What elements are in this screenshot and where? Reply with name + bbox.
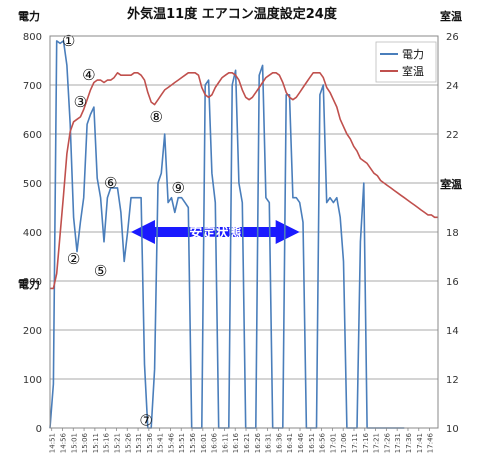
x-tick-label: 17:41 [416,433,424,453]
x-tick-label: 16:06 [211,432,219,453]
x-tick-label: 16:36 [275,432,283,453]
x-tick-label: 16:31 [265,433,273,453]
annotation-marker: ⑥ [104,174,117,192]
y-left-tick-label: 600 [23,130,42,141]
x-tick-label: 17:11 [351,433,359,453]
y-right-tick-label: 20 [446,179,459,190]
x-tick-label: 16:26 [254,432,262,453]
annotation-markers: ① ② ③ ④ ⑤ ⑥ ⑦ ⑧ ⑨ [62,32,185,430]
annotation-marker: ① [62,32,75,50]
y-left-tick-label: 0 [36,424,42,435]
annotation-marker: ③ [74,93,87,111]
x-tick-label: 17:26 [383,432,391,453]
y-left-tick-label: 700 [23,81,42,92]
y-left-tick-label: 400 [23,228,42,239]
legend-entry: 室温 [402,64,424,78]
series-line-room-temp [50,72,438,290]
axes: 0 100 200 300 400 500 600 700 800 10 12 14 16 18 20 22 2… [23,32,459,453]
y-right-tick-label: 14 [446,326,459,337]
x-tick-label: 15:56 [189,432,197,453]
y-right-tick-label: 16 [446,277,459,288]
x-tick-label: 15:41 [157,433,165,453]
y-right-tick-label: 24 [446,81,459,92]
x-tick-label: 15:36 [146,432,154,453]
legend-box [375,41,437,83]
x-tick-label: 16:01 [200,433,208,453]
x-tick-label: 15:11 [92,433,100,453]
x-tick-label: 16:21 [243,433,251,453]
x-tick-label: 15:31 [135,433,143,453]
y-left-tick-label: 300 [23,277,42,288]
x-tick-label: 17:36 [405,432,413,453]
x-tick-label: 16:11 [221,433,229,453]
y-left-tick-label: 200 [23,326,42,337]
annotation-marker: ⑨ [171,179,184,197]
legend-entry: 電力 [402,48,424,61]
annotation-marker: ② [67,250,80,268]
x-tick-label: 15:06 [81,432,89,453]
annotation-marker: ⑧ [150,108,163,126]
x-tick-label: 17:01 [329,433,337,453]
x-tick-label: 15:16 [103,432,111,453]
x-tick-label: 17:21 [373,433,381,453]
y-right-tick-label: 12 [446,375,459,386]
y-left-tick-label: 100 [23,375,42,386]
x-tick-label: 17:16 [362,432,370,453]
x-tick-label: 14:56 [59,432,67,453]
x-tick-label: 17:46 [427,432,435,453]
annotation-marker: ⑦ [139,412,152,430]
y-right-tick-label: 18 [446,228,459,239]
x-tick-label: 14:51 [49,433,57,453]
y-axis-left-title: 電力 [18,9,40,23]
x-tick-label: 15:51 [178,433,186,453]
x-tick-label: 16:41 [286,433,294,453]
y-right-tick-label: 22 [446,130,459,141]
x-tick-label: 15:46 [167,432,175,453]
y-axis-right-mid-label: 室温 [440,177,462,191]
y-right-tick-label: 26 [446,32,459,43]
y-left-tick-label: 500 [23,179,42,190]
y-axis-left-mid-label: 電力 [18,277,40,291]
x-tick-label: 17:31 [394,433,402,453]
x-tick-label: 15:01 [70,433,78,453]
x-tick-label: 15:21 [113,433,121,453]
plot-border [49,35,439,429]
x-tick-label: 16:46 [297,432,305,453]
chart-title: 外気温11度 エアコン温度設定24度 [126,6,338,22]
x-tick-label: 16:16 [232,432,240,453]
y-left-tick-label: 800 [23,32,42,43]
annotation-marker: ④ [82,66,95,84]
x-tick-label: 16:56 [319,432,327,453]
y-axis-right-title: 室温 [440,9,462,23]
x-tick-label: 16:51 [308,433,316,453]
x-tick-label: 17:06 [340,432,348,453]
y-right-tick-label: 10 [446,424,459,435]
x-tick-label: 15:26 [124,432,132,453]
annotation-marker: ⑤ [94,262,107,280]
